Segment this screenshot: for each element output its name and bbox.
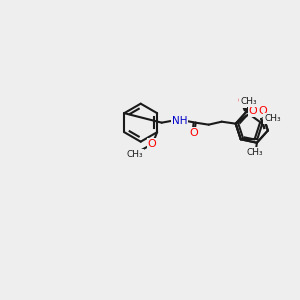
Text: NH: NH [172, 116, 188, 126]
Text: O: O [258, 106, 267, 116]
Text: O: O [249, 106, 257, 116]
Text: O: O [148, 139, 157, 149]
Text: CH₃: CH₃ [240, 97, 257, 106]
Text: CH₃: CH₃ [127, 150, 143, 159]
Text: O: O [189, 128, 198, 138]
Text: CH₃: CH₃ [264, 114, 280, 123]
Text: CH₃: CH₃ [247, 148, 263, 157]
Text: O: O [237, 96, 246, 106]
